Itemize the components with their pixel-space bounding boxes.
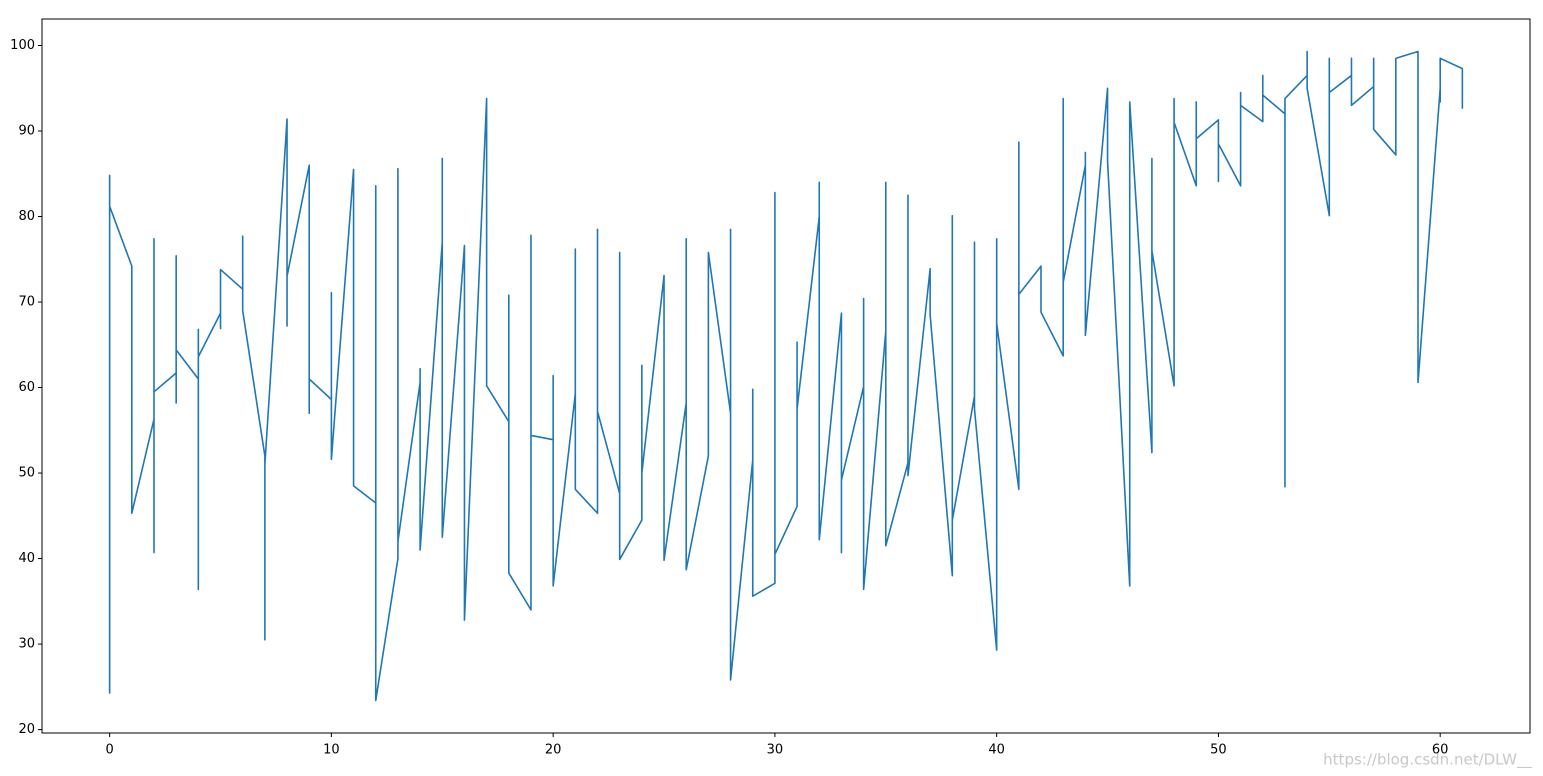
line [108,50,1464,702]
x-tick-label: 60 [1432,743,1449,758]
x-tick-label: 40 [988,743,1005,758]
x-tick-label: 30 [767,743,784,758]
y-tick-label: 30 [18,637,35,652]
y-tick-label: 50 [18,466,35,481]
y-tick-label: 70 [18,295,35,310]
watermark: https://blog.csdn.net/DLW__ [1323,751,1532,770]
y-tick-label: 40 [18,551,35,566]
plot-frame [41,18,1531,734]
y-tick-label: 20 [18,722,35,737]
x-tick-label: 50 [1210,743,1227,758]
x-tick-label: 20 [545,743,562,758]
y-tick-label: 90 [18,124,35,139]
y-tick-label: 80 [18,209,35,224]
x-tick-label: 0 [105,743,113,758]
y-tick-label: 60 [18,380,35,395]
x-tick-label: 10 [323,743,340,758]
y-tick-label: 100 [10,38,35,53]
